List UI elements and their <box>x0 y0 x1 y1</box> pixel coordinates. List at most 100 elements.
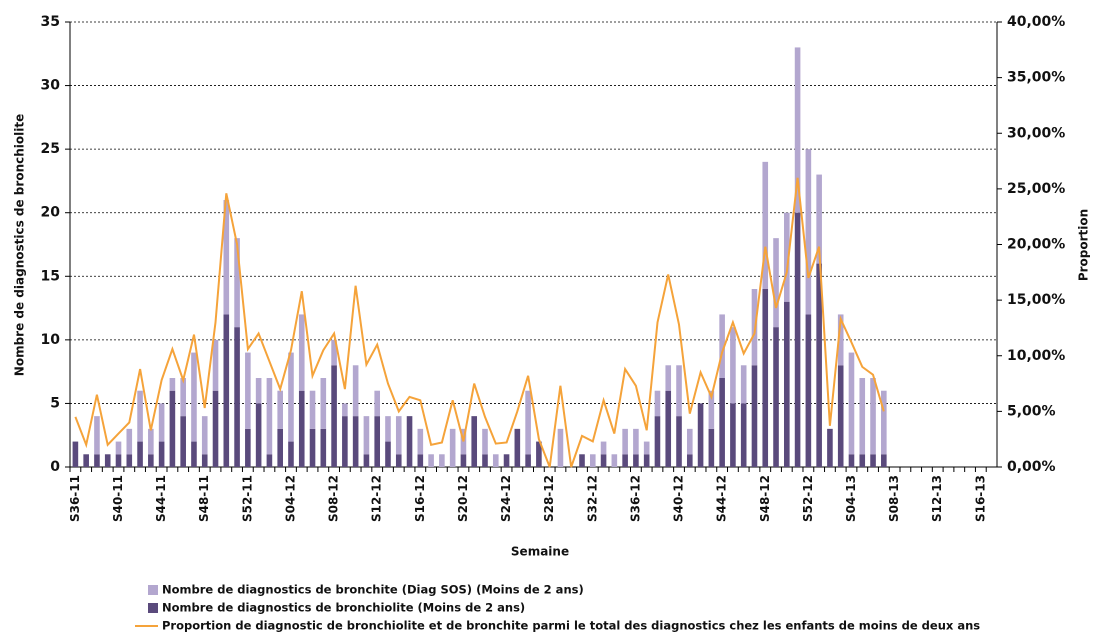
y-axis-title: Nombre de diagnostics de bronchiolite <box>13 114 27 376</box>
bar <box>331 365 337 467</box>
bar <box>148 454 154 467</box>
bar <box>686 454 693 467</box>
bar <box>223 200 230 315</box>
y2-tick-label: 35,00% <box>1007 70 1065 86</box>
bar <box>859 378 866 455</box>
bar <box>482 454 488 467</box>
bar <box>794 47 801 213</box>
bar <box>536 441 542 467</box>
bar <box>816 263 822 467</box>
bar <box>643 441 650 455</box>
y-tick-label: 0 <box>50 459 60 475</box>
bar <box>148 428 154 455</box>
bar <box>266 378 273 455</box>
bar <box>137 390 143 442</box>
bar <box>805 314 812 467</box>
bar <box>827 428 833 467</box>
x-tick-label: S28-12 <box>542 475 556 522</box>
bar <box>870 454 876 467</box>
bar <box>503 454 510 467</box>
bar <box>600 454 607 467</box>
bar <box>395 454 402 467</box>
x-tick-label: S24-12 <box>499 475 513 522</box>
bar <box>633 454 639 467</box>
bar <box>611 454 618 467</box>
bar <box>288 441 294 467</box>
bar <box>83 454 89 467</box>
bar <box>395 416 402 455</box>
bar <box>277 428 283 467</box>
bar <box>525 390 531 455</box>
bar <box>665 365 672 391</box>
bar <box>881 390 887 455</box>
bar <box>439 454 445 467</box>
bar <box>708 428 715 467</box>
bar <box>784 212 790 302</box>
bar <box>363 416 370 455</box>
y2-tick-label: 25,00% <box>1007 181 1065 197</box>
bar <box>180 416 186 467</box>
legend-label: Nombre de diagnostics de bronchite (Diag… <box>162 583 584 597</box>
bar <box>633 428 639 455</box>
bar <box>514 428 521 467</box>
bar <box>805 149 812 315</box>
bar <box>385 416 391 442</box>
y-tick-label: 5 <box>50 395 60 411</box>
bar <box>589 454 596 467</box>
bar <box>342 416 348 467</box>
bar <box>72 441 79 467</box>
bar <box>492 454 499 467</box>
bar <box>708 390 715 429</box>
bar <box>320 428 327 467</box>
bar <box>126 454 133 467</box>
x-tick-label: S12-12 <box>370 475 384 522</box>
bar <box>212 339 219 391</box>
y-tick-label: 30 <box>41 78 61 94</box>
bar <box>158 441 165 467</box>
bar <box>126 428 133 455</box>
bar <box>374 390 381 417</box>
x-tick-label: S12-13 <box>930 475 944 522</box>
bar <box>643 454 650 467</box>
x-tick-label: S36-12 <box>628 475 642 522</box>
y2-tick-label: 20,00% <box>1007 237 1065 253</box>
bar <box>255 378 262 404</box>
bar <box>665 390 672 467</box>
x-tick-label: S48-11 <box>197 475 211 522</box>
x-tick-label: S36-11 <box>68 475 82 522</box>
bar <box>697 403 704 467</box>
bar <box>104 454 111 467</box>
bar <box>848 352 855 455</box>
bar <box>342 403 348 417</box>
bar <box>719 378 725 467</box>
bar <box>234 327 240 467</box>
bar <box>363 454 370 467</box>
bar <box>740 403 747 467</box>
bar <box>309 428 316 467</box>
bar <box>654 390 661 417</box>
bar <box>374 416 381 467</box>
bar <box>773 238 779 328</box>
bar <box>525 454 531 467</box>
bar <box>277 390 283 429</box>
bar <box>751 365 758 467</box>
bar <box>676 416 682 467</box>
bar <box>298 314 305 391</box>
bar <box>859 454 866 467</box>
x-tick-label: S52-11 <box>240 475 254 522</box>
bar <box>94 416 100 455</box>
legend-swatch <box>148 603 158 613</box>
bar <box>191 352 197 442</box>
x-tick-label: S44-11 <box>154 475 168 522</box>
bar <box>288 352 294 442</box>
bar <box>320 378 327 429</box>
bar <box>837 365 844 467</box>
bar <box>406 416 413 467</box>
bar <box>784 301 790 467</box>
y-tick-label: 15 <box>41 268 60 284</box>
bar <box>158 403 165 442</box>
bar <box>654 416 661 467</box>
bar <box>460 454 467 467</box>
bar <box>298 390 305 467</box>
